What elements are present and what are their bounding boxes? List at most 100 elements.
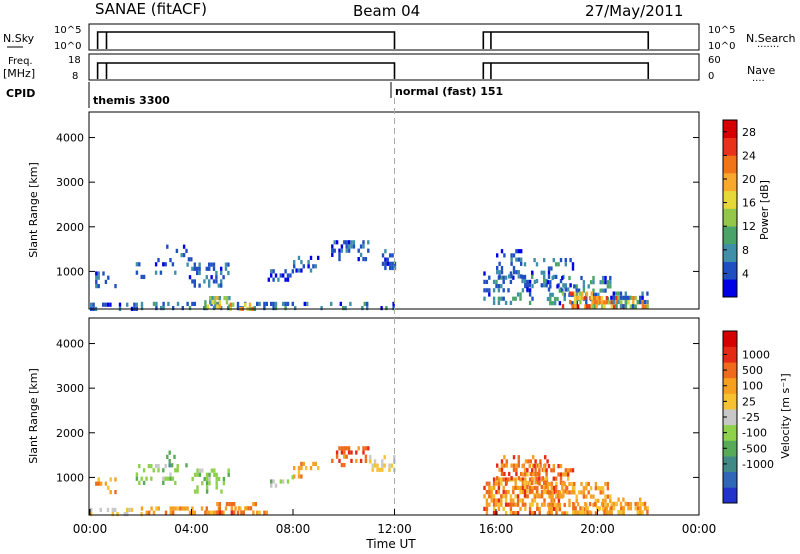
data-cell — [391, 253, 394, 258]
data-cell — [551, 502, 554, 508]
x-tick-label: 00:00 — [73, 522, 108, 536]
data-cell — [175, 248, 179, 253]
data-cell — [345, 248, 348, 253]
data-cell — [389, 253, 392, 258]
data-cell — [157, 258, 160, 263]
data-cell — [168, 463, 171, 468]
data-cell — [363, 301, 366, 306]
data-cell — [570, 490, 574, 495]
data-cell — [181, 306, 184, 311]
data-cell — [509, 300, 513, 305]
data-cell — [154, 270, 158, 275]
data-cell — [384, 249, 387, 254]
data-cell — [600, 502, 604, 507]
data-cell — [577, 288, 581, 293]
data-cell — [558, 494, 562, 499]
data-cell — [627, 295, 630, 300]
data-cell — [362, 450, 365, 455]
cpid-segment-label: themis 3300 — [93, 94, 170, 107]
velocity-y-axis-label: Slant Range [km] — [27, 368, 40, 464]
data-cell — [639, 299, 642, 305]
data-cell — [381, 459, 384, 464]
data-cell — [624, 299, 627, 305]
data-cell — [228, 296, 231, 301]
data-cell — [523, 485, 527, 490]
data-cell — [162, 476, 165, 481]
freq-panel-frame — [88, 53, 700, 81]
data-cell — [538, 506, 541, 511]
data-cell — [559, 472, 563, 477]
data-cell — [188, 306, 192, 311]
data-cell — [508, 471, 511, 477]
data-cell — [531, 480, 534, 485]
freq-trace — [96, 62, 650, 79]
data-cell — [380, 306, 383, 311]
data-cell — [492, 296, 496, 301]
data-cell — [585, 511, 588, 516]
data-cell — [587, 490, 590, 495]
data-cell — [519, 485, 522, 490]
data-cell — [169, 472, 172, 477]
data-cell — [517, 459, 520, 464]
data-cell — [209, 296, 212, 301]
colorbar-segment — [723, 424, 737, 441]
data-cell — [492, 502, 496, 507]
data-cell — [516, 485, 520, 490]
data-cell — [270, 273, 273, 278]
data-cell — [291, 475, 294, 480]
data-cell — [220, 283, 223, 288]
data-cell — [507, 288, 510, 293]
data-cell — [561, 291, 565, 296]
data-cell — [274, 483, 278, 488]
data-cell — [145, 476, 148, 481]
data-cell — [220, 279, 223, 284]
data-cell — [503, 463, 506, 468]
data-cell — [222, 476, 226, 482]
data-cell — [617, 510, 620, 515]
data-cell — [601, 507, 605, 512]
data-cell — [483, 494, 486, 499]
data-cell — [367, 248, 370, 253]
data-cell — [483, 506, 486, 511]
data-cell — [533, 279, 537, 284]
data-cell — [556, 296, 559, 302]
data-cell — [526, 287, 529, 292]
data-cell — [615, 501, 618, 506]
data-cell — [582, 284, 586, 289]
data-cell — [546, 280, 550, 285]
data-cell — [270, 483, 273, 488]
data-cell — [222, 275, 225, 280]
data-cell — [393, 455, 396, 460]
nsky-trace — [96, 31, 650, 49]
data-cell — [347, 446, 351, 451]
data-cell — [126, 512, 129, 517]
freq-unit-label: [MHz] — [3, 67, 35, 80]
data-cell — [176, 506, 180, 511]
data-cell — [364, 454, 368, 459]
data-cell — [340, 248, 344, 253]
data-cell — [521, 274, 524, 279]
data-cell — [510, 463, 513, 468]
data-cell — [162, 301, 165, 306]
data-cell — [549, 481, 552, 487]
data-cell — [500, 471, 504, 477]
data-cell — [540, 494, 544, 499]
data-cell — [636, 299, 639, 305]
data-cell — [216, 304, 219, 309]
data-cell — [603, 300, 606, 305]
data-cell — [556, 507, 559, 512]
data-cell — [551, 490, 554, 495]
data-cell — [309, 255, 313, 260]
data-cell — [562, 283, 565, 288]
data-cell — [509, 511, 513, 516]
data-cell — [367, 240, 370, 245]
data-cell — [213, 300, 217, 305]
data-cell — [535, 262, 539, 267]
trace-line — [482, 31, 650, 49]
data-cell — [528, 279, 532, 284]
data-cell — [154, 262, 158, 267]
data-cell — [533, 485, 537, 490]
data-cell — [559, 464, 563, 469]
data-cell — [597, 292, 600, 297]
data-cell — [388, 467, 391, 472]
